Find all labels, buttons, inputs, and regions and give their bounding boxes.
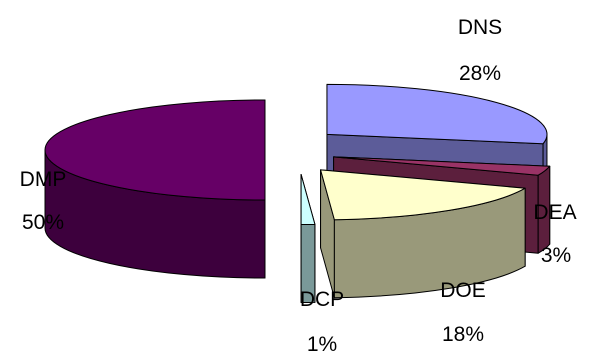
label-doe-name: DOE bbox=[440, 279, 486, 302]
label-dmp-name: DMP bbox=[20, 168, 67, 191]
slice-doe bbox=[320, 169, 526, 221]
label-dns-value: 28% bbox=[459, 62, 501, 85]
slice-dmp bbox=[44, 99, 266, 201]
slice-dcp bbox=[300, 173, 316, 225]
label-dea-name: DEA bbox=[533, 201, 576, 224]
slice-dea bbox=[333, 156, 551, 176]
label-doe-value: 18% bbox=[442, 323, 484, 346]
label-dea-value: 3% bbox=[541, 244, 571, 267]
label-dcp-name: DCP bbox=[300, 288, 344, 311]
label-dns-name: DNS bbox=[458, 16, 502, 39]
label-dmp-value: 50% bbox=[22, 211, 64, 234]
pie-tops bbox=[44, 83, 551, 225]
slice-dns bbox=[326, 83, 548, 145]
pie-labels: DNS 28% DEA 3% DOE 18% DCP 1% DMP 50% bbox=[20, 16, 577, 356]
label-dcp-value: 1% bbox=[307, 333, 337, 356]
